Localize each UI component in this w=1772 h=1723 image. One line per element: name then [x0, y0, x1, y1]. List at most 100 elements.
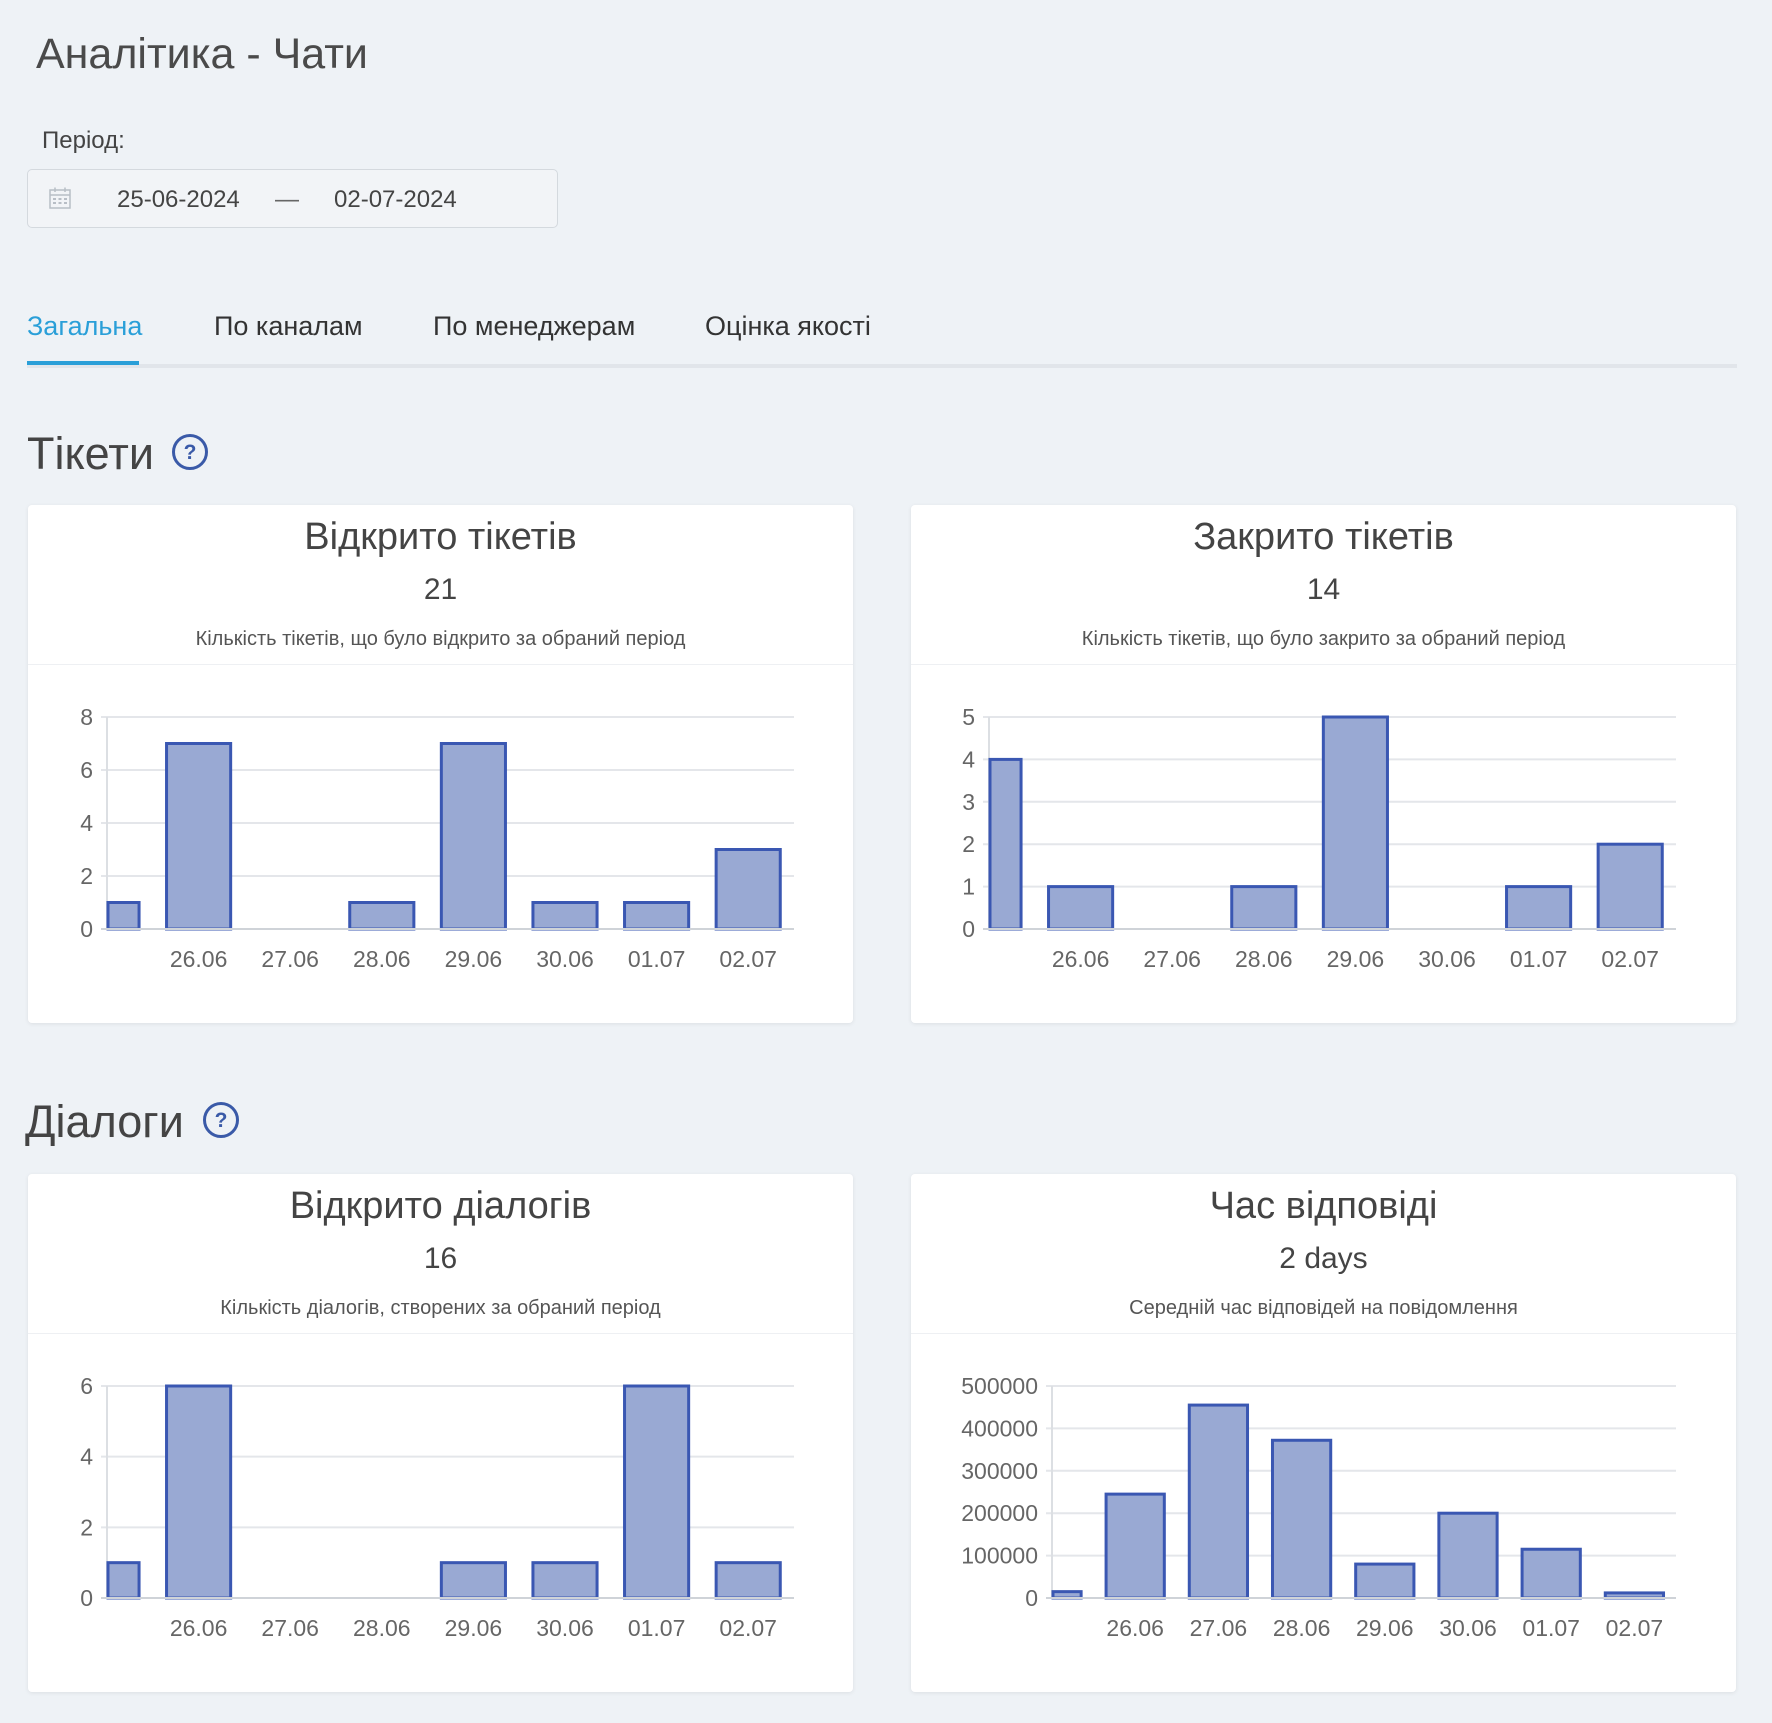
x-tick-label: 01.07: [628, 946, 686, 972]
calendar-icon: [48, 186, 72, 215]
section-title-dialogs: Діалоги: [25, 1096, 184, 1147]
tab-bar: Загальна По каналам По менеджерам Оцінка…: [27, 300, 1737, 368]
y-tick-label: 5: [962, 704, 975, 730]
x-tick-label: 27.06: [261, 1615, 319, 1641]
x-tick-label: 02.07: [719, 946, 777, 972]
card-tickets-closed: Закрито тікетів 14 Кількість тікетів, що…: [911, 505, 1736, 1023]
y-tick-label: 4: [80, 810, 93, 836]
y-tick-label: 4: [962, 746, 975, 772]
card-description: Кількість тікетів, що було закрито за об…: [1081, 628, 1566, 650]
date-separator: —: [275, 186, 299, 213]
bar: [623, 901, 691, 931]
bar: [165, 742, 233, 931]
x-tick-label: 30.06: [1418, 946, 1476, 972]
bar-chart: 0 1 2 3 4 5 26.06 27.06 28.06 29.06 30.06 01.07 02.0…: [962, 704, 1676, 972]
help-icon[interactable]: ?: [172, 434, 208, 470]
card-header: Відкрито тікетів 21 Кількість тікетів, щ…: [28, 505, 853, 665]
y-tick-label: 3: [962, 789, 975, 815]
y-tick-label: 2: [80, 1514, 93, 1540]
bar: [1505, 885, 1573, 931]
bar: [1187, 1403, 1250, 1600]
bar: [531, 901, 599, 931]
x-tick-label: 26.06: [1106, 1615, 1164, 1641]
card-header: Час відповіді 2 days Середній час відпов…: [911, 1174, 1736, 1334]
card-value: 21: [423, 573, 458, 606]
card-description: Кількість тікетів, що було відкрито за о…: [195, 628, 686, 650]
card-title: Відкрито тікетів: [304, 516, 577, 558]
x-tick-label: 29.06: [445, 946, 503, 972]
card-title: Відкрито діалогів: [289, 1185, 592, 1227]
bar: [1104, 1492, 1166, 1600]
bar: [1520, 1547, 1582, 1600]
y-tick-label: 300000: [961, 1458, 1038, 1484]
section-title-tickets: Тікети: [27, 428, 154, 479]
tab-general[interactable]: Загальна: [27, 311, 143, 341]
bar: [106, 1561, 141, 1600]
card-dialogs-opened: Відкрито діалогів 16 Кількість діалогів,…: [28, 1174, 853, 1692]
help-icon[interactable]: ?: [203, 1102, 239, 1138]
x-tick-label: 26.06: [170, 946, 228, 972]
y-tick-label: 6: [80, 1373, 93, 1399]
y-tick-label: 100000: [961, 1543, 1038, 1569]
x-tick-label: 02.07: [719, 1615, 777, 1641]
y-tick-label: 4: [80, 1444, 93, 1470]
y-tick-label: 200000: [961, 1500, 1038, 1526]
x-tick-label: 01.07: [1522, 1615, 1580, 1641]
bar: [1437, 1511, 1499, 1600]
card-title: Закрито тікетів: [1193, 516, 1454, 558]
active-tab-indicator: [27, 361, 139, 365]
x-tick-label: 28.06: [353, 946, 411, 972]
x-tick-label: 02.07: [1606, 1615, 1664, 1641]
bar: [439, 1561, 507, 1600]
tab-quality-rating[interactable]: Оцінка якості: [705, 311, 871, 341]
bar: [348, 901, 416, 931]
bar: [165, 1384, 233, 1600]
start-date[interactable]: 25-06-2024: [117, 186, 240, 213]
card-description: Кількість діалогів, створених за обраний…: [220, 1297, 661, 1319]
bar: [714, 1561, 782, 1600]
card-value: 14: [1306, 573, 1341, 606]
bar: [1230, 885, 1298, 931]
card-header: Закрито тікетів 14 Кількість тікетів, що…: [911, 505, 1736, 665]
y-tick-label: 2: [962, 831, 975, 857]
x-tick-label: 28.06: [353, 1615, 411, 1641]
y-tick-label: 0: [80, 916, 93, 942]
card-header: Відкрито діалогів 16 Кількість діалогів,…: [28, 1174, 853, 1334]
bar: [1270, 1438, 1333, 1600]
x-tick-label: 29.06: [445, 1615, 503, 1641]
bar: [1321, 715, 1389, 931]
y-tick-label: 2: [80, 863, 93, 889]
y-tick-label: 500000: [961, 1373, 1038, 1399]
y-tick-label: 0: [1025, 1585, 1038, 1611]
bar-chart: 0 100000 200000 300000 400000 500000 26.06 27.0…: [961, 1373, 1676, 1641]
bar: [714, 848, 782, 931]
bar: [1354, 1562, 1416, 1600]
tab-by-managers[interactable]: По менеджерам: [433, 311, 636, 341]
date-range-picker[interactable]: 25-06-2024 — 02-07-2024: [27, 169, 558, 228]
card-description: Середній час відповідей на повідомлення: [1129, 1297, 1518, 1319]
tab-by-channels[interactable]: По каналам: [214, 311, 363, 341]
card-tickets-opened: Відкрито тікетів 21 Кількість тікетів, щ…: [28, 505, 853, 1023]
y-tick-label: 8: [80, 704, 93, 730]
bar-chart: 0 2 4 6 26.06 27.06 28.06 29.06 30.06 01.07 02.07: [80, 1373, 794, 1641]
period-label: Період:: [42, 127, 125, 154]
x-tick-label: 30.06: [536, 946, 594, 972]
card-value: 16: [423, 1242, 458, 1275]
x-tick-label: 01.07: [628, 1615, 686, 1641]
x-tick-label: 26.06: [170, 1615, 228, 1641]
bar: [439, 742, 507, 931]
card-title: Час відповіді: [1209, 1185, 1438, 1227]
x-tick-label: 28.06: [1235, 946, 1293, 972]
page-title: Аналітика - Чати: [36, 30, 368, 78]
x-tick-label: 30.06: [1439, 1615, 1497, 1641]
x-tick-label: 01.07: [1510, 946, 1568, 972]
y-tick-label: 400000: [961, 1415, 1038, 1441]
end-date[interactable]: 02-07-2024: [334, 186, 457, 213]
card-value: 2 days: [1279, 1242, 1368, 1275]
x-tick-label: 29.06: [1327, 946, 1385, 972]
x-tick-label: 30.06: [536, 1615, 594, 1641]
x-tick-label: 29.06: [1356, 1615, 1414, 1641]
bar: [1047, 885, 1115, 931]
y-tick-label: 6: [80, 757, 93, 783]
x-tick-label: 28.06: [1273, 1615, 1331, 1641]
